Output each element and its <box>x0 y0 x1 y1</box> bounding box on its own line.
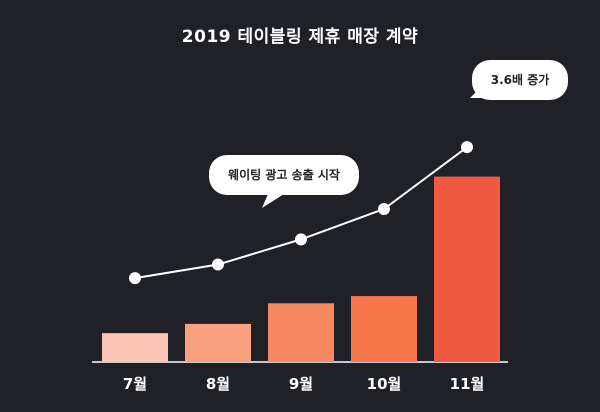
bubble-tail <box>262 194 284 208</box>
bar-3 <box>268 303 334 362</box>
annotation-bubble-1: 웨이팅 광고 송출 시작 <box>209 155 359 208</box>
trend-point-2 <box>212 258 224 271</box>
bar-5 <box>434 176 500 362</box>
chart-title: 2019 테이블링 제휴 매장 계약 <box>181 27 419 47</box>
bubble-body <box>472 60 568 100</box>
trend-point-5 <box>461 141 473 154</box>
annotation-text-2: 3.6배 증가 <box>491 72 550 87</box>
x-tick-label-3: 9월 <box>289 375 313 393</box>
x-tick-label-5: 11월 <box>450 375 485 393</box>
bar-4 <box>351 296 417 362</box>
bubble-body <box>209 155 359 195</box>
annotation-text-1: 웨이팅 광고 송출 시작 <box>228 167 340 182</box>
bar-2 <box>185 323 251 362</box>
bubble-tail <box>470 86 482 98</box>
trend-point-4 <box>378 202 390 215</box>
bar-1 <box>102 333 168 362</box>
x-tick-label-2: 8월 <box>206 375 230 393</box>
x-tick-label-1: 7월 <box>123 375 147 393</box>
annotation-bubble-2: 3.6배 증가 <box>470 60 568 100</box>
x-tick-label-4: 10월 <box>367 375 402 393</box>
trend-point-3 <box>295 233 307 246</box>
trend-point-1 <box>129 272 141 285</box>
